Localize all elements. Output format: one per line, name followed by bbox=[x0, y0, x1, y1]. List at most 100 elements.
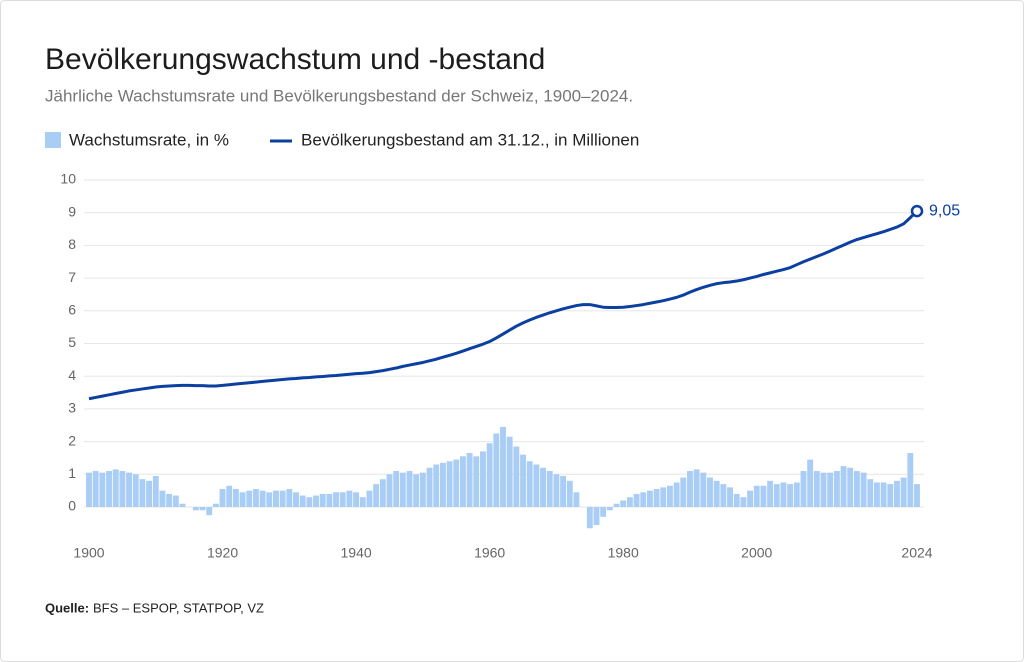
bar bbox=[740, 497, 747, 507]
chart-title: Bevölkerungswachstum und -bestand bbox=[45, 43, 545, 76]
bar bbox=[646, 490, 653, 507]
bar bbox=[126, 472, 133, 507]
bar bbox=[466, 453, 473, 507]
bar bbox=[246, 490, 253, 507]
bar bbox=[433, 464, 440, 507]
bar bbox=[266, 492, 273, 507]
bar bbox=[593, 507, 600, 525]
bar bbox=[106, 471, 112, 507]
bar bbox=[880, 482, 887, 507]
bar bbox=[366, 490, 373, 507]
bar bbox=[500, 426, 506, 507]
bar bbox=[640, 492, 647, 507]
bar bbox=[613, 503, 620, 507]
bar bbox=[626, 497, 633, 507]
bar bbox=[666, 485, 673, 507]
bar bbox=[633, 493, 640, 507]
y-tick-label: 8 bbox=[68, 236, 76, 252]
bar bbox=[693, 469, 700, 507]
bar bbox=[393, 471, 400, 507]
bar bbox=[526, 461, 533, 507]
bar bbox=[894, 480, 900, 507]
bar bbox=[753, 485, 760, 507]
x-tick-label: 1960 bbox=[474, 545, 505, 561]
bar bbox=[439, 462, 446, 507]
bar bbox=[446, 461, 453, 507]
bar bbox=[172, 495, 179, 507]
y-tick-label: 6 bbox=[68, 302, 76, 318]
bar bbox=[727, 487, 733, 507]
bar bbox=[259, 490, 266, 507]
x-tick-label: 1920 bbox=[207, 545, 238, 561]
bar bbox=[319, 493, 326, 507]
y-tick-label: 2 bbox=[68, 432, 76, 448]
bar bbox=[212, 503, 219, 507]
bar bbox=[680, 477, 687, 507]
bar bbox=[620, 500, 627, 507]
bar bbox=[219, 489, 226, 507]
bar bbox=[339, 492, 346, 507]
bar bbox=[359, 497, 366, 507]
line bbox=[88, 209, 919, 401]
y-tick-label: 10 bbox=[60, 171, 76, 187]
bar bbox=[206, 507, 213, 516]
bar bbox=[820, 472, 827, 507]
bar bbox=[787, 484, 794, 507]
bar bbox=[252, 489, 259, 507]
bar bbox=[860, 472, 867, 507]
bar bbox=[426, 467, 433, 507]
bar bbox=[520, 454, 526, 507]
bar bbox=[720, 484, 727, 507]
bar bbox=[767, 480, 774, 507]
bar bbox=[473, 456, 480, 507]
bar bbox=[132, 474, 139, 507]
bar bbox=[152, 475, 159, 507]
bar bbox=[506, 436, 513, 507]
bar bbox=[232, 489, 239, 507]
bar bbox=[413, 474, 420, 507]
bar bbox=[399, 472, 406, 507]
bar bbox=[453, 459, 460, 507]
bar bbox=[139, 479, 146, 507]
bar bbox=[459, 456, 466, 507]
source: BFS – ESPOP, STATPOP, VZ bbox=[93, 600, 264, 615]
bar bbox=[166, 493, 173, 507]
bar bbox=[847, 467, 854, 507]
bar bbox=[887, 484, 894, 507]
bar bbox=[513, 446, 520, 507]
legend-label: Bevölkerungsbestand am 31.12., in Millio… bbox=[301, 130, 639, 149]
bar bbox=[146, 480, 153, 507]
bar bbox=[747, 490, 754, 507]
bar bbox=[92, 471, 99, 507]
bar bbox=[553, 474, 560, 507]
x-tick-label: 1980 bbox=[608, 545, 639, 561]
y-tick-label: 3 bbox=[68, 400, 76, 416]
bar bbox=[827, 472, 834, 507]
bar bbox=[299, 495, 306, 507]
x-tick-label: 2024 bbox=[901, 545, 932, 561]
bar bbox=[914, 484, 920, 507]
y-tick-label: 9 bbox=[68, 203, 76, 219]
chart-subtitle: Jährliche Wachstumsrate und Bevölkerungs… bbox=[45, 86, 633, 105]
y-tick-label: 4 bbox=[68, 367, 76, 383]
bar bbox=[379, 479, 386, 507]
bar bbox=[493, 433, 500, 507]
value-label: 9,05 bbox=[929, 202, 960, 219]
bar bbox=[313, 495, 319, 507]
source-label: Quelle: bbox=[45, 600, 89, 615]
bar bbox=[900, 477, 907, 507]
bar bbox=[840, 466, 847, 507]
bar bbox=[293, 492, 299, 507]
bar bbox=[873, 482, 880, 507]
bar bbox=[273, 490, 279, 507]
bar bbox=[660, 487, 667, 507]
bar bbox=[486, 443, 493, 507]
bar bbox=[286, 489, 293, 507]
x-tick-label: 1900 bbox=[73, 545, 104, 561]
bar bbox=[119, 471, 126, 507]
bar bbox=[867, 479, 874, 507]
bar bbox=[179, 503, 186, 507]
bar bbox=[907, 453, 914, 507]
bar bbox=[326, 493, 333, 507]
bar bbox=[480, 451, 486, 507]
